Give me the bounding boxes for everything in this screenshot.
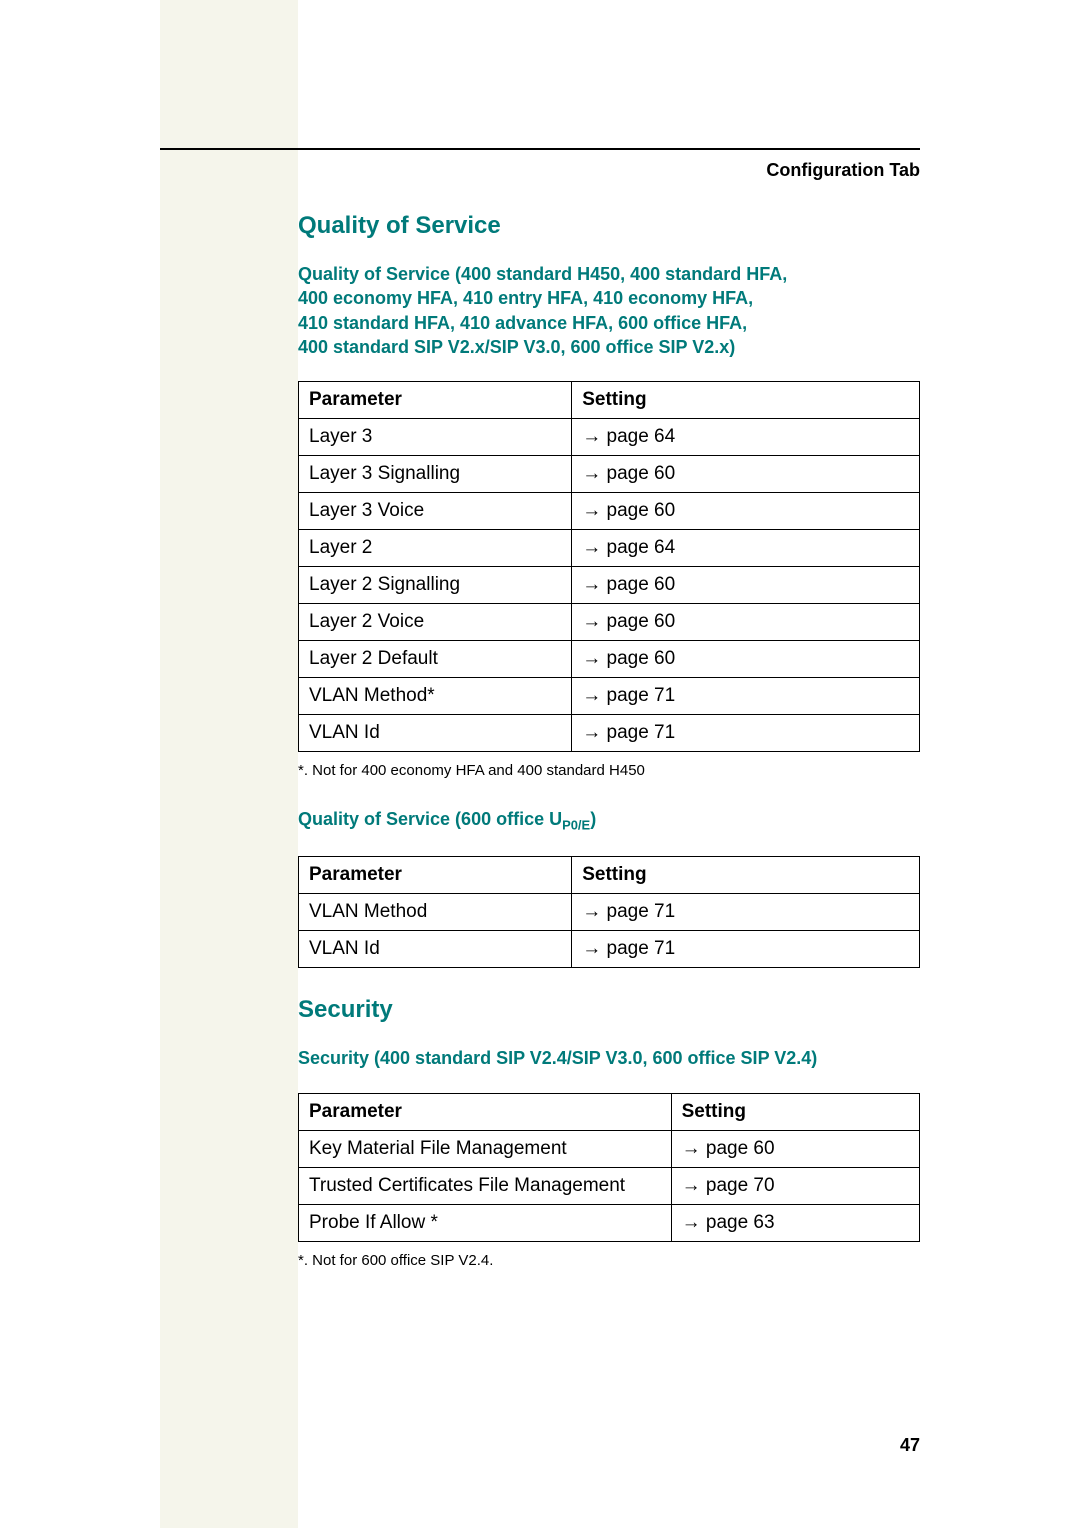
- cell-setting: → page 63: [671, 1204, 919, 1241]
- table-row: Trusted Certificates File Management→ pa…: [299, 1167, 920, 1204]
- security-footnote: *. Not for 600 office SIP V2.4.: [298, 1252, 920, 1269]
- cell-setting: → page 60: [572, 641, 920, 678]
- cell-param: Layer 3: [299, 419, 572, 456]
- page-number: 47: [900, 1435, 920, 1456]
- table-row: VLAN Method→ page 71: [299, 894, 920, 931]
- table-row: VLAN Id→ page 71: [299, 715, 920, 752]
- qos-sub-line: 400 standard SIP V2.x/SIP V3.0, 600 offi…: [298, 337, 735, 357]
- header-title: Configuration Tab: [766, 160, 920, 181]
- cell-setting: → page 60: [671, 1130, 919, 1167]
- cell-setting: → page 71: [572, 894, 920, 931]
- table-header-row: Parameter Setting: [299, 1093, 920, 1130]
- cell-param: Layer 2 Voice: [299, 604, 572, 641]
- cell-setting: → page 60: [572, 456, 920, 493]
- spacer: [298, 978, 920, 996]
- table-row: Layer 2 Voice→ page 60: [299, 604, 920, 641]
- cell-param: Layer 2 Signalling: [299, 567, 572, 604]
- table-row: VLAN Id→ page 71: [299, 931, 920, 968]
- cell-setting: → page 71: [572, 931, 920, 968]
- cell-param: Layer 2: [299, 530, 572, 567]
- col-header: Parameter: [299, 1093, 672, 1130]
- qos-footnote-1: *. Not for 400 economy HFA and 400 stand…: [298, 762, 920, 779]
- cell-setting: → page 71: [572, 715, 920, 752]
- qos-heading: Quality of Service: [298, 212, 920, 240]
- table-row: Layer 3→ page 64: [299, 419, 920, 456]
- cell-param: Layer 3 Signalling: [299, 456, 572, 493]
- page-content: Quality of Service Quality of Service (4…: [298, 212, 920, 1297]
- table-row: Layer 2→ page 64: [299, 530, 920, 567]
- cell-param: VLAN Method*: [299, 678, 572, 715]
- qos-subheading-2: Quality of Service (600 office UP0/E): [298, 807, 920, 834]
- sub2-suffix: ): [590, 809, 596, 829]
- table-header-row: Parameter Setting: [299, 382, 920, 419]
- cell-setting: → page 60: [572, 493, 920, 530]
- col-header: Setting: [572, 382, 920, 419]
- table-row: VLAN Method*→ page 71: [299, 678, 920, 715]
- cell-param: VLAN Method: [299, 894, 572, 931]
- cell-setting: → page 64: [572, 530, 920, 567]
- col-header: Parameter: [299, 857, 572, 894]
- qos-table-2: Parameter Setting VLAN Method→ page 71 V…: [298, 856, 920, 968]
- sub2-prefix: Quality of Service (600 office U: [298, 809, 562, 829]
- qos-sub-line: 410 standard HFA, 410 advance HFA, 600 o…: [298, 313, 747, 333]
- qos-table-1: Parameter Setting Layer 3→ page 64 Layer…: [298, 381, 920, 752]
- cell-param: Key Material File Management: [299, 1130, 672, 1167]
- qos-subheading: Quality of Service (400 standard H450, 4…: [298, 262, 920, 359]
- sub2-subscript: P0/E: [562, 818, 590, 833]
- cell-param: Probe If Allow *: [299, 1204, 672, 1241]
- cell-param: Trusted Certificates File Management: [299, 1167, 672, 1204]
- table-row: Layer 3 Voice→ page 60: [299, 493, 920, 530]
- qos-sub-line: Quality of Service (400 standard H450, 4…: [298, 264, 787, 284]
- cell-param: VLAN Id: [299, 931, 572, 968]
- table-row: Key Material File Management→ page 60: [299, 1130, 920, 1167]
- table-row: Layer 2 Default→ page 60: [299, 641, 920, 678]
- cell-setting: → page 71: [572, 678, 920, 715]
- cell-param: VLAN Id: [299, 715, 572, 752]
- cell-setting: → page 64: [572, 419, 920, 456]
- header-rule: [160, 148, 920, 150]
- left-band: [160, 0, 298, 1528]
- security-heading: Security: [298, 996, 920, 1024]
- table-header-row: Parameter Setting: [299, 857, 920, 894]
- security-subheading: Security (400 standard SIP V2.4/SIP V3.0…: [298, 1046, 920, 1070]
- cell-setting: → page 70: [671, 1167, 919, 1204]
- security-table: Parameter Setting Key Material File Mana…: [298, 1093, 920, 1242]
- cell-param: Layer 2 Default: [299, 641, 572, 678]
- cell-param: Layer 3 Voice: [299, 493, 572, 530]
- table-row: Layer 3 Signalling→ page 60: [299, 456, 920, 493]
- table-row: Probe If Allow *→ page 63: [299, 1204, 920, 1241]
- col-header: Setting: [671, 1093, 919, 1130]
- col-header: Setting: [572, 857, 920, 894]
- qos-sub-line: 400 economy HFA, 410 entry HFA, 410 econ…: [298, 288, 753, 308]
- cell-setting: → page 60: [572, 604, 920, 641]
- cell-setting: → page 60: [572, 567, 920, 604]
- col-header: Parameter: [299, 382, 572, 419]
- table-row: Layer 2 Signalling→ page 60: [299, 567, 920, 604]
